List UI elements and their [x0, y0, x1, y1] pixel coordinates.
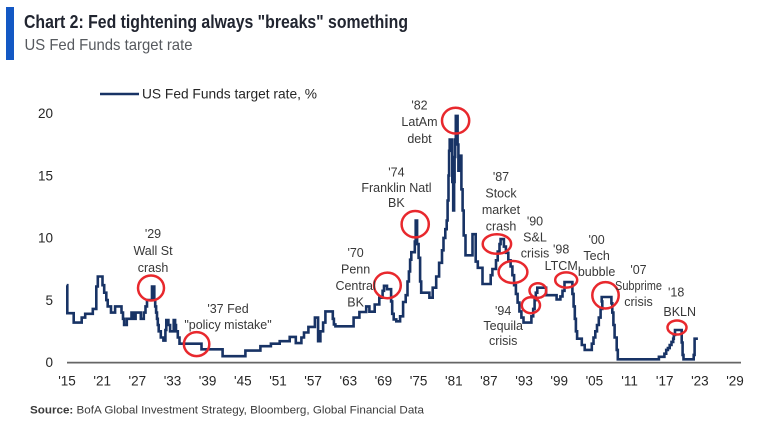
- svg-text:market: market: [482, 203, 521, 217]
- svg-text:'69: '69: [375, 373, 393, 388]
- svg-text:'27: '27: [129, 373, 147, 388]
- svg-text:BK: BK: [347, 295, 364, 309]
- svg-text:'98: '98: [553, 243, 569, 257]
- svg-text:crash: crash: [138, 261, 169, 275]
- svg-text:crisis: crisis: [624, 295, 652, 309]
- svg-text:0: 0: [45, 355, 53, 370]
- svg-text:'75: '75: [410, 373, 428, 388]
- svg-text:'74: '74: [388, 165, 404, 179]
- svg-text:'70: '70: [347, 246, 363, 260]
- svg-text:'23: '23: [691, 373, 709, 388]
- svg-text:'90: '90: [527, 214, 543, 228]
- svg-text:"policy mistake": "policy mistake": [184, 318, 271, 332]
- svg-text:'18: '18: [668, 285, 684, 299]
- svg-text:'07: '07: [630, 263, 646, 277]
- svg-text:'45: '45: [234, 373, 252, 388]
- svg-text:'81: '81: [445, 373, 463, 388]
- svg-text:crisis: crisis: [521, 247, 549, 261]
- svg-text:'63: '63: [340, 373, 358, 388]
- svg-text:Stock: Stock: [485, 187, 517, 201]
- svg-text:'93: '93: [515, 373, 533, 388]
- svg-text:'17: '17: [656, 373, 674, 388]
- svg-text:'87: '87: [493, 170, 509, 184]
- svg-text:Franklin Natl: Franklin Natl: [361, 181, 431, 195]
- svg-text:'11: '11: [621, 373, 638, 388]
- svg-text:Subprime: Subprime: [615, 279, 662, 293]
- svg-text:'00: '00: [588, 233, 604, 247]
- svg-text:S&L: S&L: [523, 230, 547, 244]
- svg-text:bubble: bubble: [578, 265, 616, 279]
- svg-text:US Fed Funds target rate: US Fed Funds target rate: [25, 37, 193, 54]
- svg-text:'51: '51: [269, 373, 287, 388]
- svg-text:crisis: crisis: [489, 334, 517, 348]
- svg-text:Tequila: Tequila: [483, 319, 523, 333]
- svg-text:15: 15: [38, 168, 53, 183]
- svg-text:5: 5: [45, 293, 53, 308]
- svg-text:Source: BofA Global Investment: Source: BofA Global Investment Strategy,…: [30, 405, 425, 417]
- svg-text:'99: '99: [550, 373, 568, 388]
- svg-text:'05: '05: [586, 373, 604, 388]
- svg-text:Penn: Penn: [341, 262, 370, 276]
- svg-text:Tech: Tech: [583, 249, 609, 263]
- svg-text:crash: crash: [486, 220, 517, 234]
- svg-text:'29: '29: [145, 227, 161, 241]
- svg-text:Chart 2: Fed tightening always: Chart 2: Fed tightening always "breaks" …: [24, 12, 408, 32]
- svg-text:debt: debt: [407, 132, 432, 146]
- svg-text:'94: '94: [495, 304, 511, 318]
- svg-text:'37 Fed: '37 Fed: [207, 302, 248, 316]
- svg-text:US Fed Funds target rate, %: US Fed Funds target rate, %: [142, 85, 317, 101]
- svg-text:LTCM: LTCM: [545, 259, 578, 273]
- svg-text:LatAm: LatAm: [401, 115, 437, 129]
- svg-text:BK: BK: [388, 196, 405, 210]
- svg-text:Wall St: Wall St: [133, 244, 173, 258]
- svg-text:Central: Central: [335, 279, 375, 293]
- svg-text:BKLN: BKLN: [663, 305, 696, 319]
- svg-text:10: 10: [38, 231, 53, 246]
- svg-text:20: 20: [38, 106, 53, 121]
- svg-text:'87: '87: [480, 373, 498, 388]
- svg-text:'82: '82: [411, 98, 427, 112]
- svg-text:'33: '33: [164, 373, 182, 388]
- svg-text:'57: '57: [304, 373, 322, 388]
- svg-text:'29: '29: [726, 373, 744, 388]
- svg-text:'21: '21: [93, 373, 111, 388]
- svg-text:'39: '39: [199, 373, 217, 388]
- svg-text:'15: '15: [58, 373, 76, 388]
